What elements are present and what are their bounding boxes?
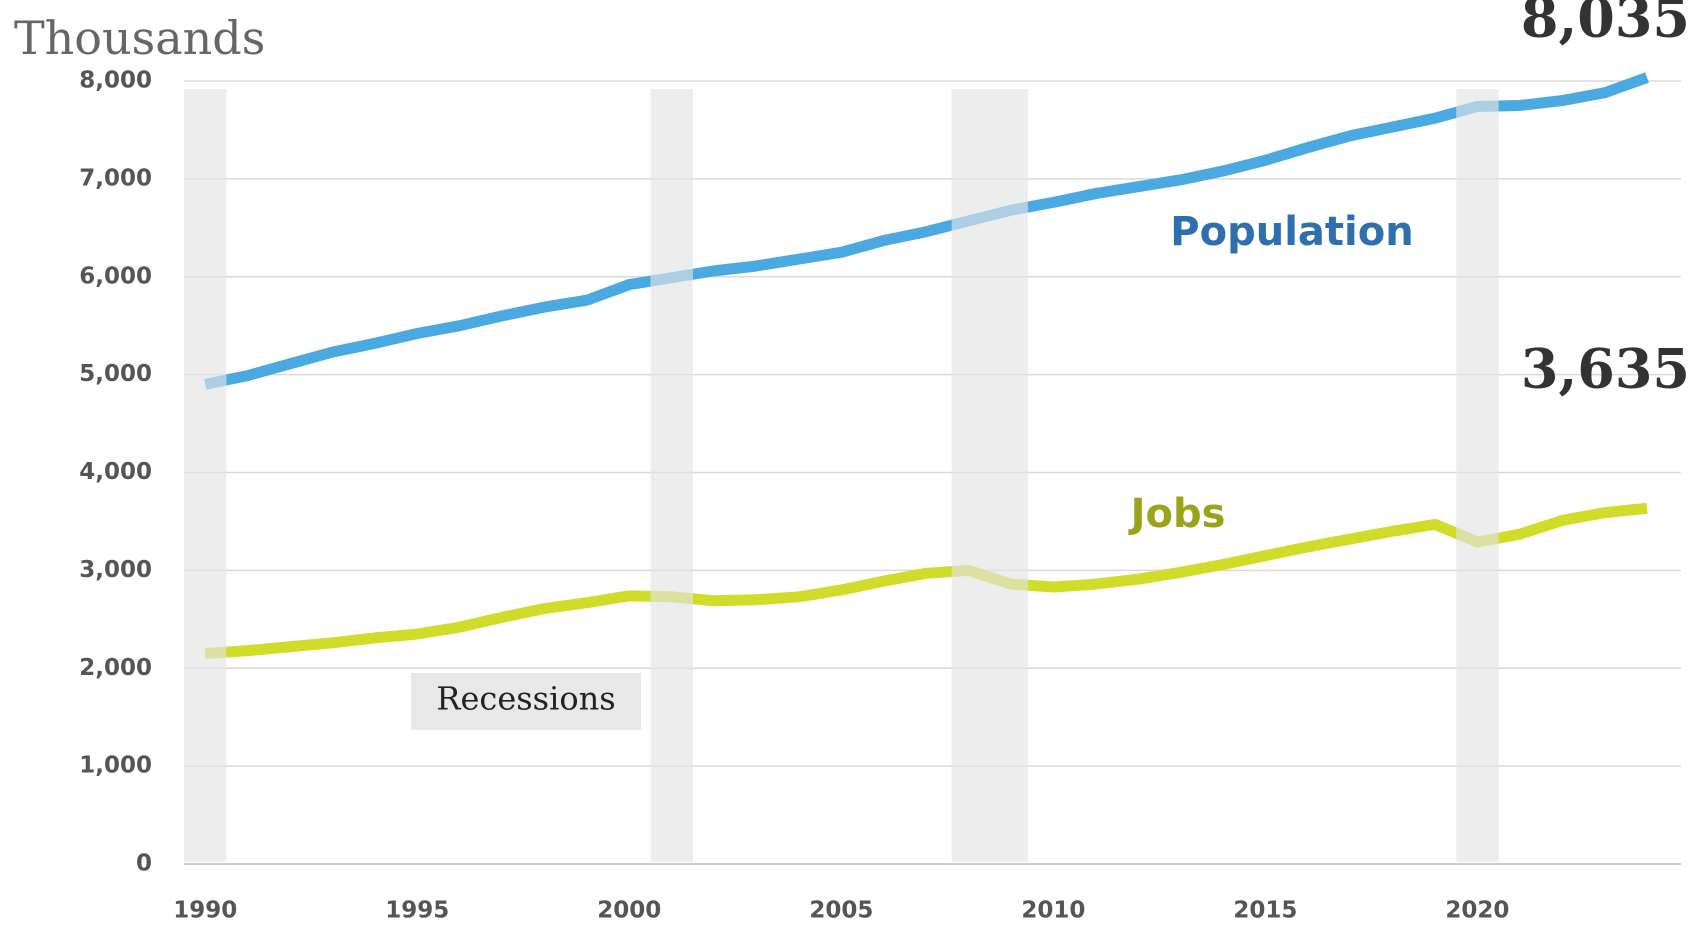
y-tick-label: 4,000	[79, 459, 152, 485]
y-tick-label: 5,000	[79, 361, 152, 387]
y-tick-label: 8,000	[79, 68, 152, 94]
y-axis-label: Thousands	[14, 11, 265, 65]
line-series	[204, 72, 1649, 390]
y-tick-label: 2,000	[79, 655, 152, 681]
series-label: Population	[1170, 209, 1413, 255]
y-tick-label: 6,000	[79, 263, 152, 289]
x-tick-label: 2000	[597, 898, 661, 924]
recession-band	[1456, 89, 1499, 862]
series-label: Jobs	[1128, 491, 1226, 537]
value-label: 3,635	[1521, 336, 1690, 400]
recession-band	[184, 89, 227, 862]
y-tick-label: 1,000	[79, 753, 152, 779]
x-tick-label: 2015	[1233, 898, 1297, 924]
line-series	[204, 502, 1648, 660]
y-tick-label: 0	[136, 851, 152, 877]
value-label: 8,035	[1521, 0, 1690, 50]
x-tick-label: 1990	[173, 898, 237, 924]
x-tick-label: 2020	[1445, 898, 1509, 924]
x-tick-label: 2005	[809, 898, 873, 924]
x-tick-label: 1995	[385, 898, 449, 924]
recession-band	[650, 89, 693, 862]
y-tick-label: 7,000	[79, 165, 152, 191]
annotation: Recessions	[436, 680, 615, 718]
x-tick-label: 2010	[1021, 898, 1085, 924]
y-tick-label: 3,000	[79, 557, 152, 583]
recession-band	[951, 89, 1028, 862]
annotation-box	[411, 673, 641, 730]
